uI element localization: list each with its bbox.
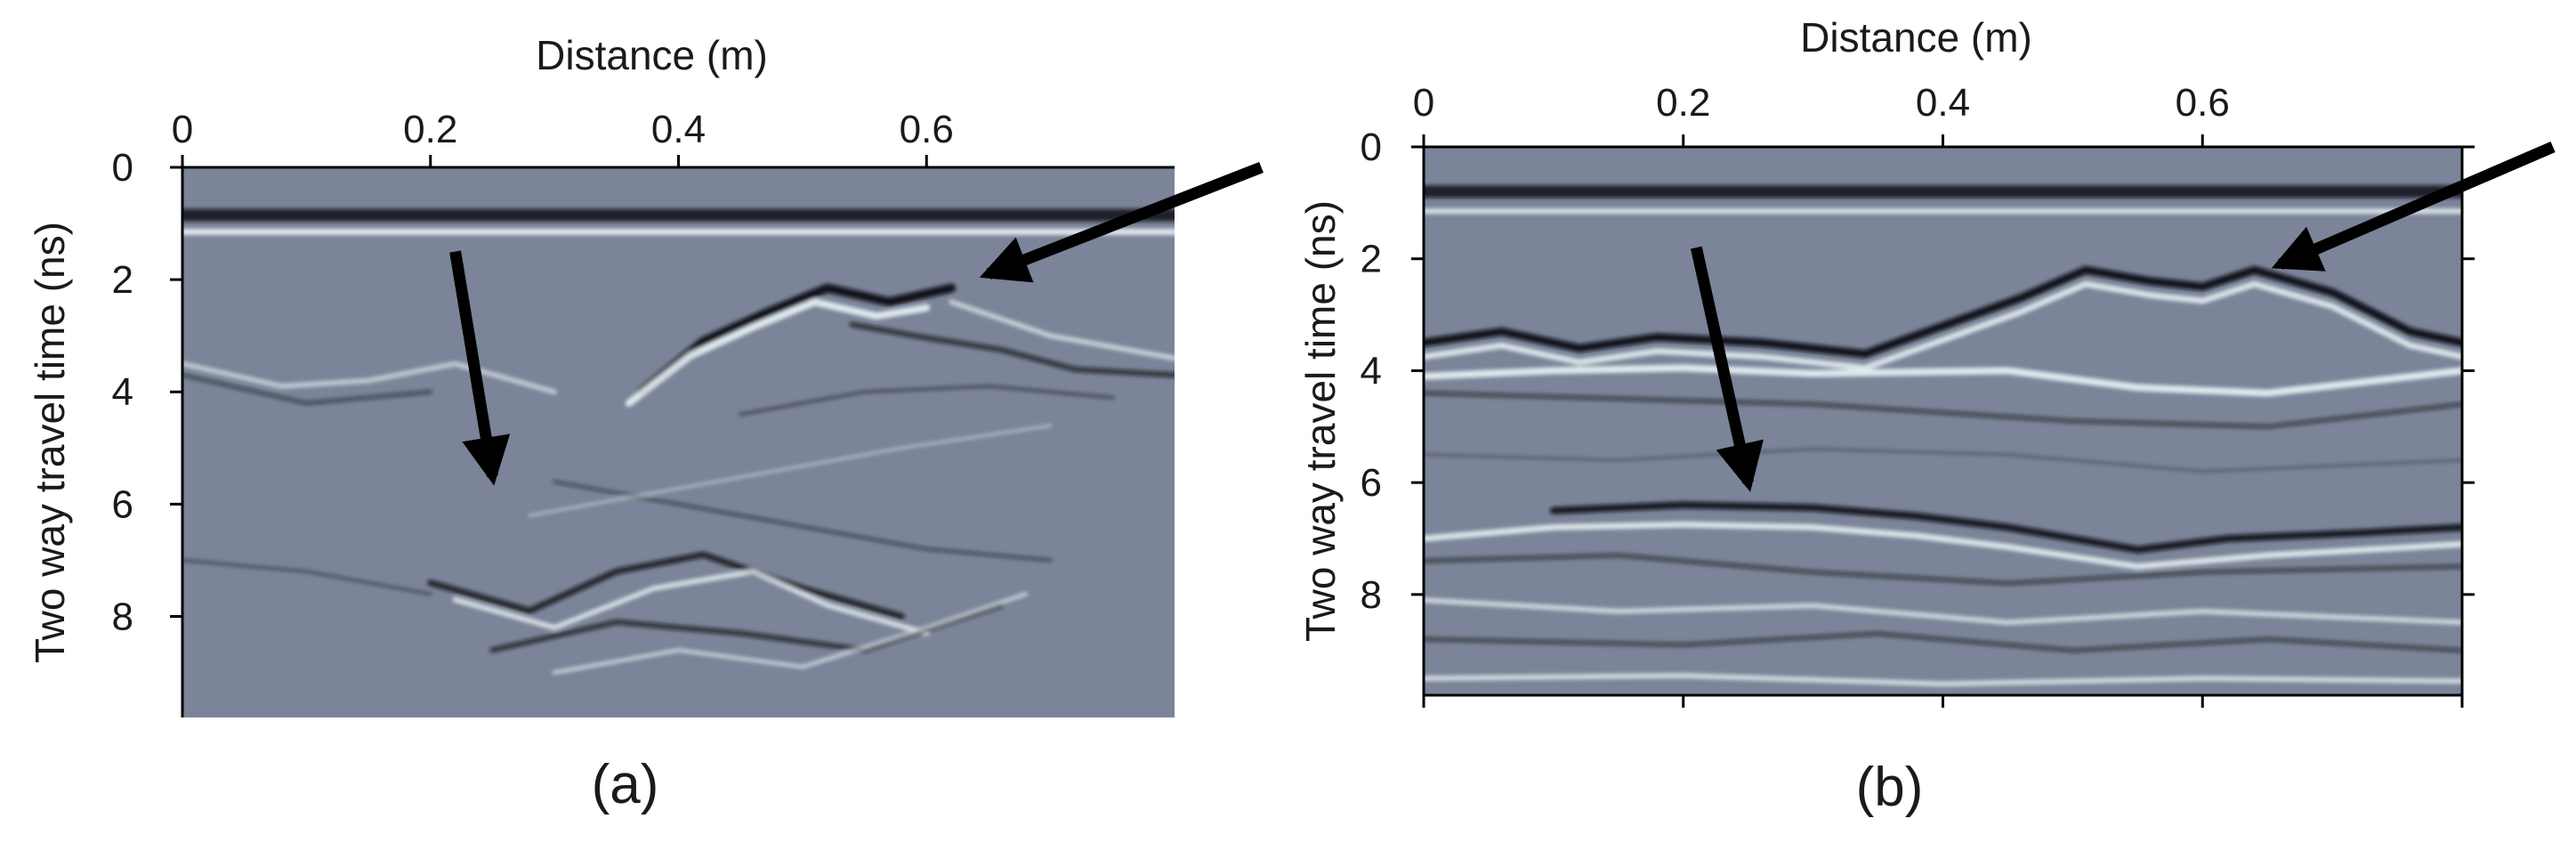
y-tick-label: 8: [112, 595, 133, 638]
reflection-3: [1424, 265, 2462, 359]
radargram-reflections: [1424, 185, 2462, 687]
reflection-8: [949, 299, 1175, 361]
panel-a: 0 0.2 0.4 0.6 0 2 4 6 8 Distance (m) Two way trave…: [0, 0, 1281, 855]
y-axis-title: Two way travel time (ns): [27, 222, 73, 663]
gpr-chart-a: 0 0.2 0.4 0.6 0 2 4 6 8 Distance (m) Two way trave…: [27, 32, 1264, 815]
radargram-reflections: [182, 208, 1175, 676]
annotation-arrow-hyperbola-apex: [979, 161, 1264, 283]
reflection-6: [182, 361, 558, 395]
x-tick-label: 0: [172, 108, 193, 151]
reflection-11: [1424, 631, 2462, 653]
radargram-background: [182, 167, 1175, 717]
reflection-10: [452, 569, 930, 636]
panel-b: 0 0.2 0.4 0.6 0 2 4 6 8 Distance (m) Two way trave…: [1281, 0, 2576, 855]
x-tick-label: 0.6: [2176, 81, 2230, 125]
reflection-4: [625, 298, 931, 407]
reflection-8: [1424, 521, 2462, 570]
reflection-12: [552, 591, 1029, 676]
reflection-9: [1424, 553, 2462, 586]
x-tick-label: 0.2: [1656, 81, 1710, 125]
reflection-15: [182, 558, 432, 596]
y-tick-label: 8: [1361, 573, 1382, 617]
x-tick-label: 0.2: [403, 108, 457, 151]
y-tick-label: 4: [1361, 349, 1382, 393]
reflection-13: [1424, 447, 2462, 474]
reflection-3: [636, 283, 957, 397]
reflection-10: [1424, 597, 2462, 626]
annotation-arrow-hyperbola-apex: [2271, 142, 2556, 271]
y-tick-label: 4: [112, 370, 133, 414]
x-tick-label: 0.4: [651, 108, 706, 151]
reflection-9: [427, 551, 905, 620]
annotation-arrow-vertical: [1690, 246, 1764, 492]
annotation-arrow-vertical: [449, 250, 511, 486]
y-tick-label: 6: [1361, 461, 1382, 505]
reflection-4: [1424, 280, 2462, 371]
reflection-7: [1549, 501, 2462, 554]
reflection-7: [182, 372, 433, 406]
y-tick-label: 0: [1361, 126, 1382, 169]
panel-label: (a): [592, 754, 659, 815]
y-tick-label: 2: [1361, 238, 1382, 281]
y-tick-label: 2: [112, 258, 133, 302]
reflection-14: [528, 424, 1053, 517]
y-tick-label: 6: [112, 482, 133, 526]
panel-label: (b): [1856, 757, 1924, 818]
reflection-6: [1424, 391, 2462, 429]
gpr-chart-b: 0 0.2 0.4 0.6 0 2 4 6 8 Distance (m) Two way trave…: [1297, 14, 2556, 818]
reflection-5: [849, 321, 1175, 378]
x-tick-label: 0.6: [900, 108, 954, 151]
y-axis-title: Two way travel time (ns): [1297, 200, 1344, 642]
x-tick-label: 0.4: [1916, 81, 1970, 125]
reflection-5: [1424, 364, 2462, 397]
x-axis-title: Distance (m): [536, 32, 768, 78]
y-tick-label: 0: [112, 146, 133, 190]
x-axis-title: Distance (m): [1800, 14, 2032, 61]
reflection-16: [739, 384, 1115, 417]
x-tick-label: 0: [1413, 81, 1434, 125]
reflection-12: [1424, 673, 2462, 687]
